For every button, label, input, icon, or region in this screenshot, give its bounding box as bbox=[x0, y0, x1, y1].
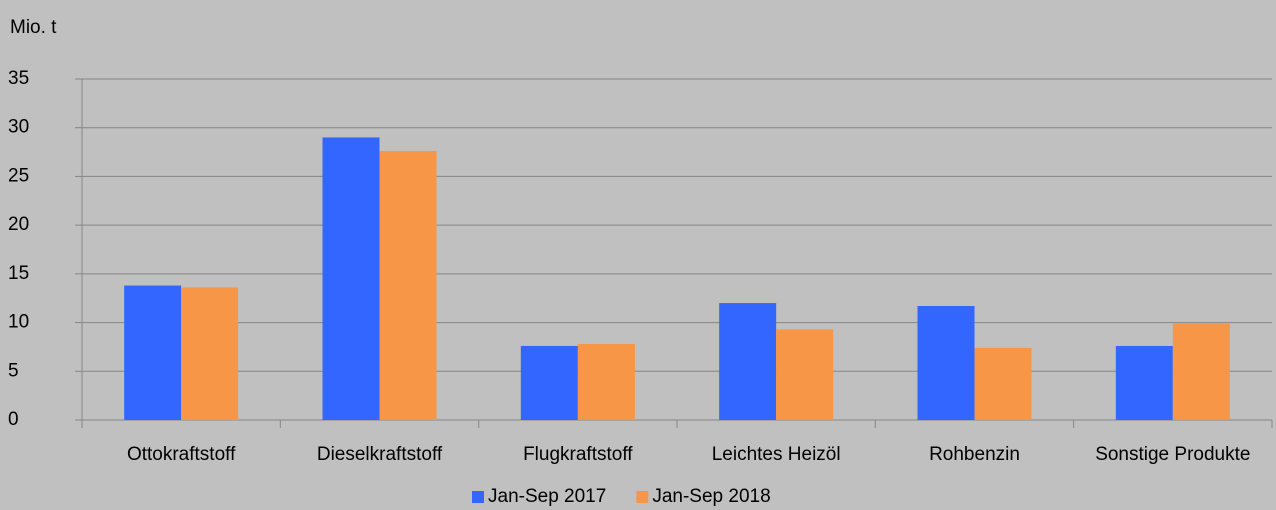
y-tick-label: 15 bbox=[8, 263, 29, 284]
legend-swatch bbox=[636, 491, 649, 503]
x-tick-label: Dieselkraftstoff bbox=[317, 444, 443, 465]
x-tick-label: Rohbenzin bbox=[929, 444, 1020, 465]
bar bbox=[974, 347, 1032, 420]
bar bbox=[577, 344, 635, 420]
y-tick-label: 30 bbox=[8, 117, 29, 138]
y-tick-label: 0 bbox=[8, 409, 19, 430]
bar bbox=[719, 303, 777, 420]
legend-label: Jan-Sep 2017 bbox=[488, 486, 606, 507]
x-tick-label: Sonstige Produkte bbox=[1095, 444, 1250, 465]
x-tick-label: Ottokraftstoff bbox=[127, 444, 236, 465]
legend-swatch bbox=[472, 491, 484, 503]
bar bbox=[1115, 345, 1173, 420]
bar bbox=[776, 329, 834, 420]
bar bbox=[1172, 323, 1230, 420]
bar bbox=[379, 151, 437, 420]
x-tick-label: Flugkraftstoff bbox=[523, 444, 633, 465]
y-tick-label: 25 bbox=[8, 165, 29, 186]
bar bbox=[520, 345, 578, 420]
y-tick-label: 20 bbox=[8, 214, 29, 235]
y-axis-label: Mio. t bbox=[10, 17, 57, 38]
legend-label: Jan-Sep 2018 bbox=[652, 486, 770, 507]
bar bbox=[181, 287, 239, 420]
y-tick-label: 10 bbox=[8, 312, 29, 333]
bar bbox=[124, 285, 182, 420]
x-tick-label: Leichtes Heizöl bbox=[712, 444, 841, 465]
y-tick-label: 5 bbox=[8, 360, 19, 381]
y-tick-label: 35 bbox=[8, 68, 29, 89]
bar bbox=[917, 306, 975, 420]
bar bbox=[322, 137, 380, 420]
